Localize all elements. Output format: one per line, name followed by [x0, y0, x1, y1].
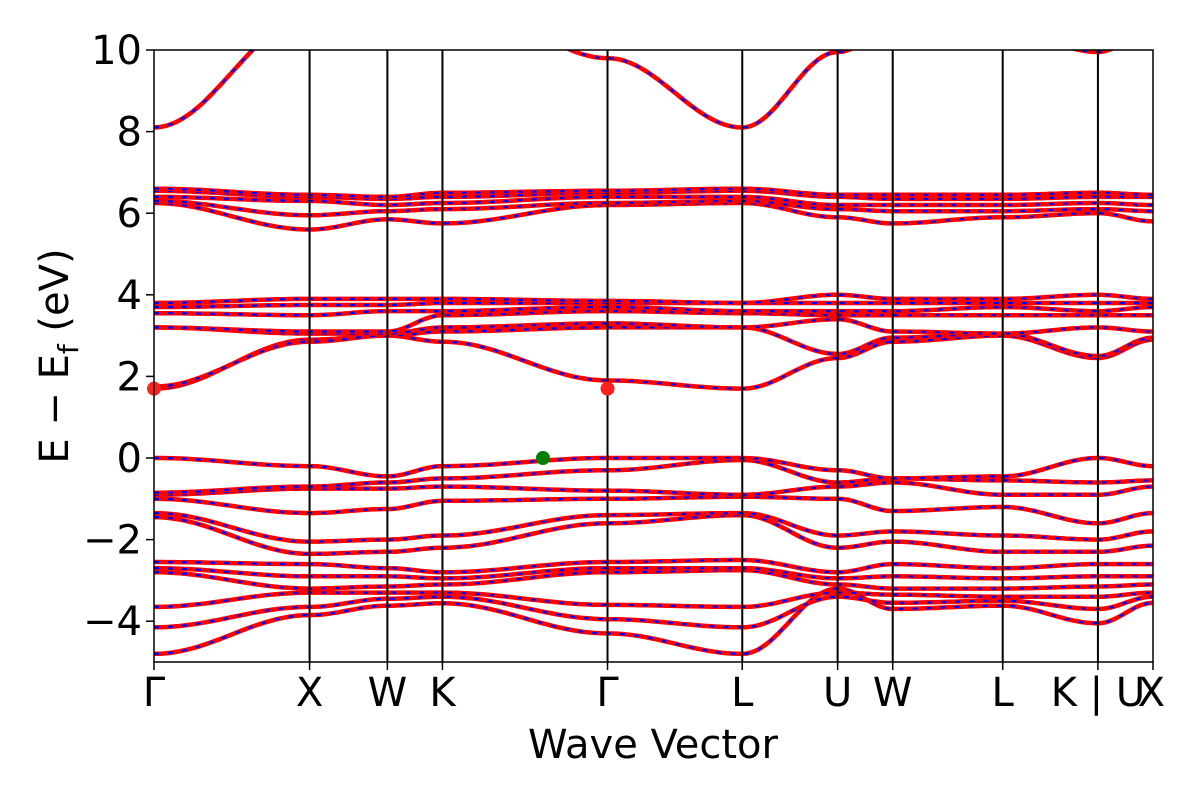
x-tick-label-8: L — [992, 670, 1015, 716]
x-tick-label-0: Γ — [143, 670, 166, 716]
y-tick-label-6: −2 — [83, 518, 142, 564]
x-axis-label: Wave Vector — [528, 722, 779, 768]
x-tick-label-1: X — [296, 670, 323, 716]
y-tick-label-7: −4 — [83, 599, 142, 645]
y-tick-label-3: 4 — [117, 273, 142, 319]
y-axis-label-subscript: f — [52, 343, 85, 354]
x-tick-label-2: W — [368, 670, 408, 716]
band-7-dash — [154, 512, 1153, 543]
band-6-dash — [154, 513, 1153, 555]
band-13-dash — [154, 326, 1153, 388]
y-axis-label: E − Ef (eV) — [32, 248, 85, 463]
x-tick-label-7: W — [873, 670, 913, 716]
x-tick-label-9: K | U — [1051, 670, 1145, 716]
y-tick-label-5: 0 — [117, 436, 142, 482]
y-axis-ticks: 10 8 6 4 2 0 −2 −4 — [83, 28, 154, 645]
band-0-dash — [154, 587, 1153, 655]
x-tick-label-3: K — [429, 670, 457, 716]
plot-frame — [153, 49, 1154, 663]
y-axis-label-main: E − E — [32, 354, 78, 464]
x-tick-label-6: U — [823, 670, 852, 716]
vbm-marker-0 — [535, 451, 550, 465]
y-axis-label-unit: (eV) — [32, 248, 78, 344]
y-tick-label-2: 6 — [117, 191, 142, 237]
x-tick-label-10: X — [1138, 670, 1165, 716]
cbm-marker-1 — [600, 381, 615, 396]
band-edge-markers — [147, 381, 615, 465]
y-tick-label-4: 2 — [117, 354, 142, 400]
x-tick-label-5: L — [731, 670, 754, 716]
high-symmetry-lines — [308, 50, 1099, 662]
y-tick-label-0: 10 — [91, 28, 142, 74]
band-19-dash — [154, 201, 1153, 231]
y-tick-label-1: 8 — [117, 110, 142, 156]
x-tick-label-4: Γ — [596, 670, 619, 716]
